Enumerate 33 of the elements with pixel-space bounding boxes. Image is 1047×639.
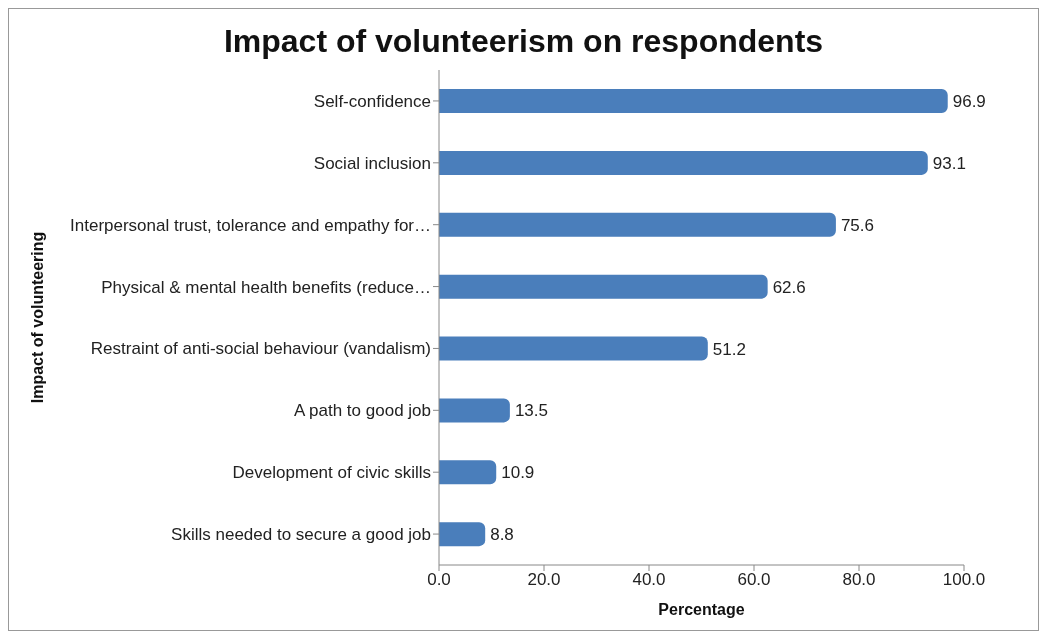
y-tick-label: Social inclusion [313, 153, 431, 173]
bar [439, 274, 768, 299]
x-tick-label: 100.0 [942, 570, 986, 590]
bar [439, 212, 836, 237]
y-tick-label: Self-confidence [313, 91, 431, 111]
bar [439, 522, 486, 547]
data-label: 62.6 [772, 277, 806, 297]
bar [439, 460, 497, 485]
y-tick-label: Restraint of anti-social behaviour (vandalism) [90, 339, 431, 359]
data-label: 96.9 [952, 92, 986, 112]
y-tick-label: Development of civic skills [232, 463, 431, 483]
y-tick-label: Physical & mental health benefits (reduce… [101, 277, 431, 297]
y-tick-label: Skills needed to secure a good job [171, 525, 431, 545]
data-label: 10.9 [501, 463, 535, 483]
x-tick-label: 80.0 [842, 570, 876, 590]
data-label: 13.5 [514, 401, 548, 421]
y-tick-label: A path to good job [293, 401, 431, 421]
data-label: 51.2 [712, 339, 746, 359]
chart-title: Impact of volunteerism on respondents [222, 23, 825, 60]
bar [439, 336, 708, 361]
y-tick-label: Interpersonal trust, tolerance and empathy for… [70, 215, 431, 235]
y-axis-title: Impact of volunteering [28, 231, 46, 404]
x-tick-label: 60.0 [737, 570, 771, 590]
data-label: 8.8 [490, 525, 514, 545]
x-axis-title: Percentage [658, 601, 745, 618]
bar [439, 150, 928, 175]
x-tick-label: 0.0 [427, 570, 451, 590]
bar [439, 398, 510, 423]
data-label: 75.6 [840, 215, 874, 235]
bar [439, 89, 948, 113]
x-tick-label: 40.0 [632, 570, 666, 590]
x-tick-label: 20.0 [527, 570, 561, 590]
data-label: 93.1 [932, 153, 966, 173]
